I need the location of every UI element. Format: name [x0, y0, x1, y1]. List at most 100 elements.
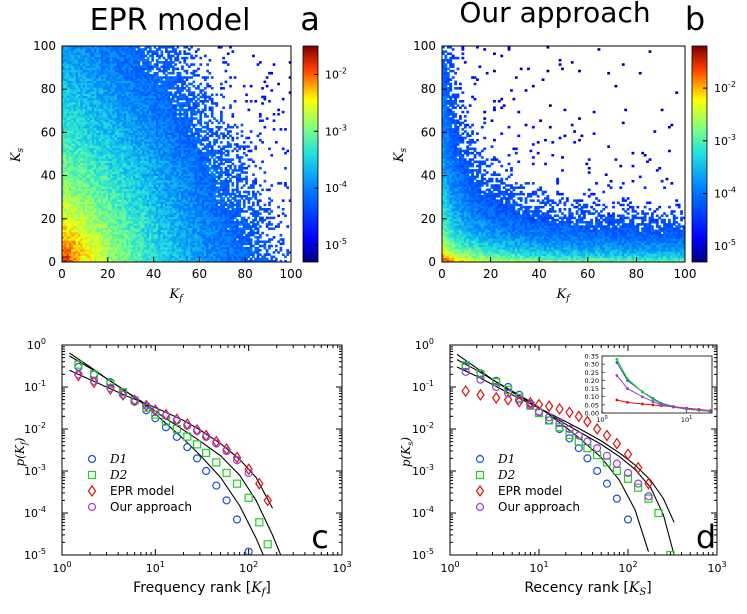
y-tick-label: 40 — [421, 169, 436, 183]
marker-our-approach — [142, 401, 151, 410]
y-tick-label: 10-1 — [24, 379, 46, 394]
marker-d2 — [151, 410, 160, 419]
marker-d1 — [593, 466, 602, 476]
marker-our-approach — [602, 451, 612, 460]
inset-point — [615, 357, 619, 361]
panel-c: 100 101 102 103 10-5 10-4 10-3 10-2 10-1 100 D1 D2 E… — [13, 337, 352, 598]
marker-d2 — [106, 379, 115, 388]
marker-d2 — [644, 494, 653, 503]
inset-y-tick-label: 0.35 — [585, 353, 599, 361]
y-tick-label: 10-3 — [412, 463, 434, 478]
heatmap-b — [442, 46, 686, 263]
legend-marker — [475, 502, 485, 512]
marker-epr-model — [602, 429, 612, 442]
inset-point — [651, 400, 655, 403]
y-tick-label: 80 — [421, 82, 436, 96]
marker-d2 — [212, 458, 221, 467]
marker-d1 — [192, 454, 202, 463]
marker-epr-model — [633, 461, 643, 474]
inset-point — [651, 397, 655, 401]
marker-our-approach — [244, 468, 253, 478]
fit-line — [69, 369, 273, 509]
panel-d-letter: d — [696, 518, 716, 556]
legend-label: Our approach — [110, 500, 192, 514]
colorbar-tick-label: 10-3 — [325, 123, 347, 138]
y-tick-label: 0 — [48, 255, 56, 269]
marker-our-approach — [612, 459, 621, 468]
marker-d2 — [222, 468, 231, 478]
marker-d2 — [263, 540, 272, 549]
marker-d1 — [583, 454, 592, 463]
marker-d2 — [118, 388, 128, 397]
marker-epr-model — [255, 477, 264, 490]
panel-b-ylabel: Ks — [392, 147, 409, 163]
colorbar-b-ticks: 10-2 10-3 10-4 10-5 — [703, 80, 736, 253]
marker-d2 — [654, 508, 663, 518]
inset-y-tick-label: 0.00 — [585, 410, 599, 418]
inset-y-tick-label: 0.25 — [585, 369, 599, 377]
legend-label: D2 — [109, 468, 127, 482]
legend-marker — [87, 454, 97, 464]
x-tick-label: 103 — [707, 560, 726, 575]
marker-epr-model — [574, 410, 584, 423]
inset-point — [626, 401, 629, 404]
marker-epr-model — [544, 400, 554, 413]
marker-our-approach — [172, 416, 181, 425]
legend-marker — [475, 454, 485, 464]
marker-epr-model — [232, 451, 242, 464]
marker-epr-model — [130, 394, 139, 407]
x-tick-label: 20 — [483, 267, 498, 281]
legend-label: EPR model — [110, 484, 174, 498]
legend-label: EPR model — [498, 484, 562, 498]
y-tick-label: 10-5 — [412, 547, 434, 562]
y-tick-label: 10-5 — [24, 547, 46, 562]
legend-marker — [87, 502, 97, 512]
inset-point — [651, 403, 655, 407]
marker-d2 — [623, 474, 633, 483]
marker-d1 — [183, 443, 192, 452]
y-tick-label: 20 — [41, 212, 56, 226]
marker-d2 — [232, 479, 242, 488]
marker-our-approach — [461, 367, 470, 376]
marker-epr-model — [106, 382, 115, 395]
panel-b: Our approach b 0 20 40 60 80 100020406080100 … — [392, 0, 736, 304]
marker-our-approach — [130, 396, 139, 405]
marker-d1 — [212, 481, 221, 490]
marker-our-approach — [161, 411, 171, 420]
plot-area — [456, 353, 675, 555]
marker-our-approach — [89, 376, 99, 385]
marker-our-approach — [492, 382, 501, 392]
y-tick-label: 100 — [415, 337, 434, 352]
x-tick-label: 102 — [239, 560, 258, 575]
panel-a-frame — [61, 45, 292, 263]
marker-epr-model — [491, 391, 501, 404]
panel-b-letter: b — [685, 0, 705, 38]
panel-c-plot: 100 101 102 103 10-5 10-4 10-3 10-2 10-1 100 D1 D2 E… — [24, 337, 352, 575]
y-tick-label: 10-2 — [24, 421, 46, 436]
y-tick-label: 10-2 — [412, 421, 434, 436]
marker-epr-model — [612, 437, 622, 450]
marker-our-approach — [212, 439, 221, 448]
inset-x-tick-label: 100 — [596, 415, 607, 424]
marker-d1 — [244, 547, 253, 555]
marker-d2 — [492, 378, 501, 387]
y-tick-label: 10-3 — [24, 463, 46, 478]
y-tick-label: 60 — [41, 125, 56, 139]
marker-epr-model — [151, 404, 160, 417]
marker-d2 — [634, 483, 643, 492]
inset-point — [659, 403, 663, 407]
marker-our-approach — [634, 479, 643, 488]
y-tick-label: 10-4 — [24, 505, 46, 520]
x-tick-label: 102 — [618, 560, 637, 575]
marker-epr-model — [118, 388, 128, 401]
panel-d-ylabel: p(Ks) — [399, 437, 415, 467]
panel-d: 100 101 102 103 10-5 10-4 10-3 10-2 10-1 100 D1 D2 E… — [399, 337, 727, 598]
y-tick-label: 0 — [428, 255, 436, 269]
inset-x-tick-label: 101 — [681, 415, 692, 424]
plot-area — [69, 352, 282, 555]
marker-epr-model — [89, 376, 99, 389]
marker-our-approach — [555, 418, 564, 427]
marker-our-approach — [222, 446, 231, 456]
inset-point — [615, 374, 619, 377]
